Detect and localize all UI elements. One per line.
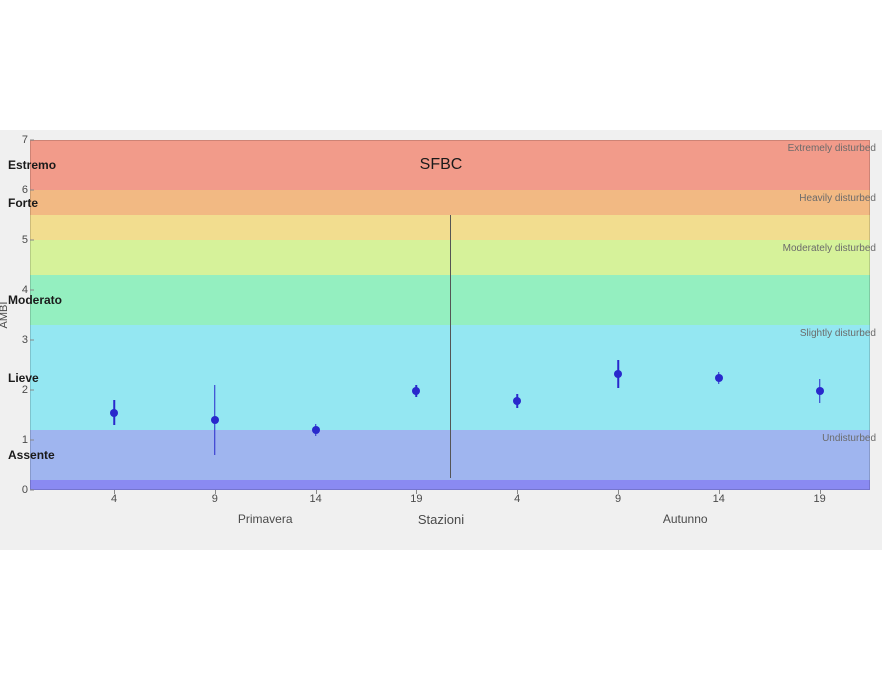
data-point bbox=[715, 374, 723, 382]
xtick-label: 9 bbox=[615, 493, 621, 505]
data-point bbox=[110, 409, 118, 417]
data-point bbox=[513, 397, 521, 405]
band-label-right: Slightly disturbed bbox=[800, 328, 876, 339]
band-label-left: Assente bbox=[8, 448, 55, 462]
ytick-label: 2 bbox=[8, 384, 28, 396]
band-label-right: Extremely disturbed bbox=[788, 143, 876, 154]
band-label-left: Forte bbox=[8, 196, 38, 210]
xtick-label: 19 bbox=[410, 493, 422, 505]
ytick-label: 7 bbox=[8, 134, 28, 146]
data-point bbox=[211, 416, 219, 424]
xtick-label: 4 bbox=[111, 493, 117, 505]
ytick-mark bbox=[30, 190, 34, 191]
band-label-left: Estremo bbox=[8, 158, 56, 172]
xtick-label: 19 bbox=[813, 493, 825, 505]
ytick-mark bbox=[30, 390, 34, 391]
ytick-label: 4 bbox=[8, 284, 28, 296]
xtick-label: 9 bbox=[212, 493, 218, 505]
group-divider bbox=[450, 215, 451, 478]
ytick-mark bbox=[30, 440, 34, 441]
ytick-mark bbox=[30, 490, 34, 491]
ytick-mark bbox=[30, 140, 34, 141]
xtick-label: 14 bbox=[713, 493, 725, 505]
group-label: Primavera bbox=[238, 512, 293, 526]
band bbox=[30, 480, 870, 490]
data-point bbox=[816, 387, 824, 395]
chart-title: SFBC bbox=[420, 156, 463, 174]
chart-frame: AMBI Stazioni UndisturbedAssenteSlightly… bbox=[0, 130, 882, 550]
band-label-right: Undisturbed bbox=[822, 433, 876, 444]
ytick-mark bbox=[30, 290, 34, 291]
data-point bbox=[312, 426, 320, 434]
ytick-mark bbox=[30, 340, 34, 341]
ytick-label: 0 bbox=[8, 484, 28, 496]
xtick-label: 4 bbox=[514, 493, 520, 505]
band-label-right: Heavily disturbed bbox=[799, 193, 876, 204]
data-point bbox=[614, 370, 622, 378]
band-label-left: Lieve bbox=[8, 371, 39, 385]
group-label: Autunno bbox=[663, 512, 708, 526]
band bbox=[30, 190, 870, 215]
band-label-right: Moderately disturbed bbox=[783, 243, 876, 254]
ytick-label: 5 bbox=[8, 234, 28, 246]
ytick-label: 3 bbox=[8, 334, 28, 346]
x-axis-label: Stazioni bbox=[418, 512, 464, 527]
ytick-label: 6 bbox=[8, 184, 28, 196]
ytick-mark bbox=[30, 240, 34, 241]
ytick-label: 1 bbox=[8, 434, 28, 446]
data-point bbox=[412, 387, 420, 395]
xtick-label: 14 bbox=[309, 493, 321, 505]
